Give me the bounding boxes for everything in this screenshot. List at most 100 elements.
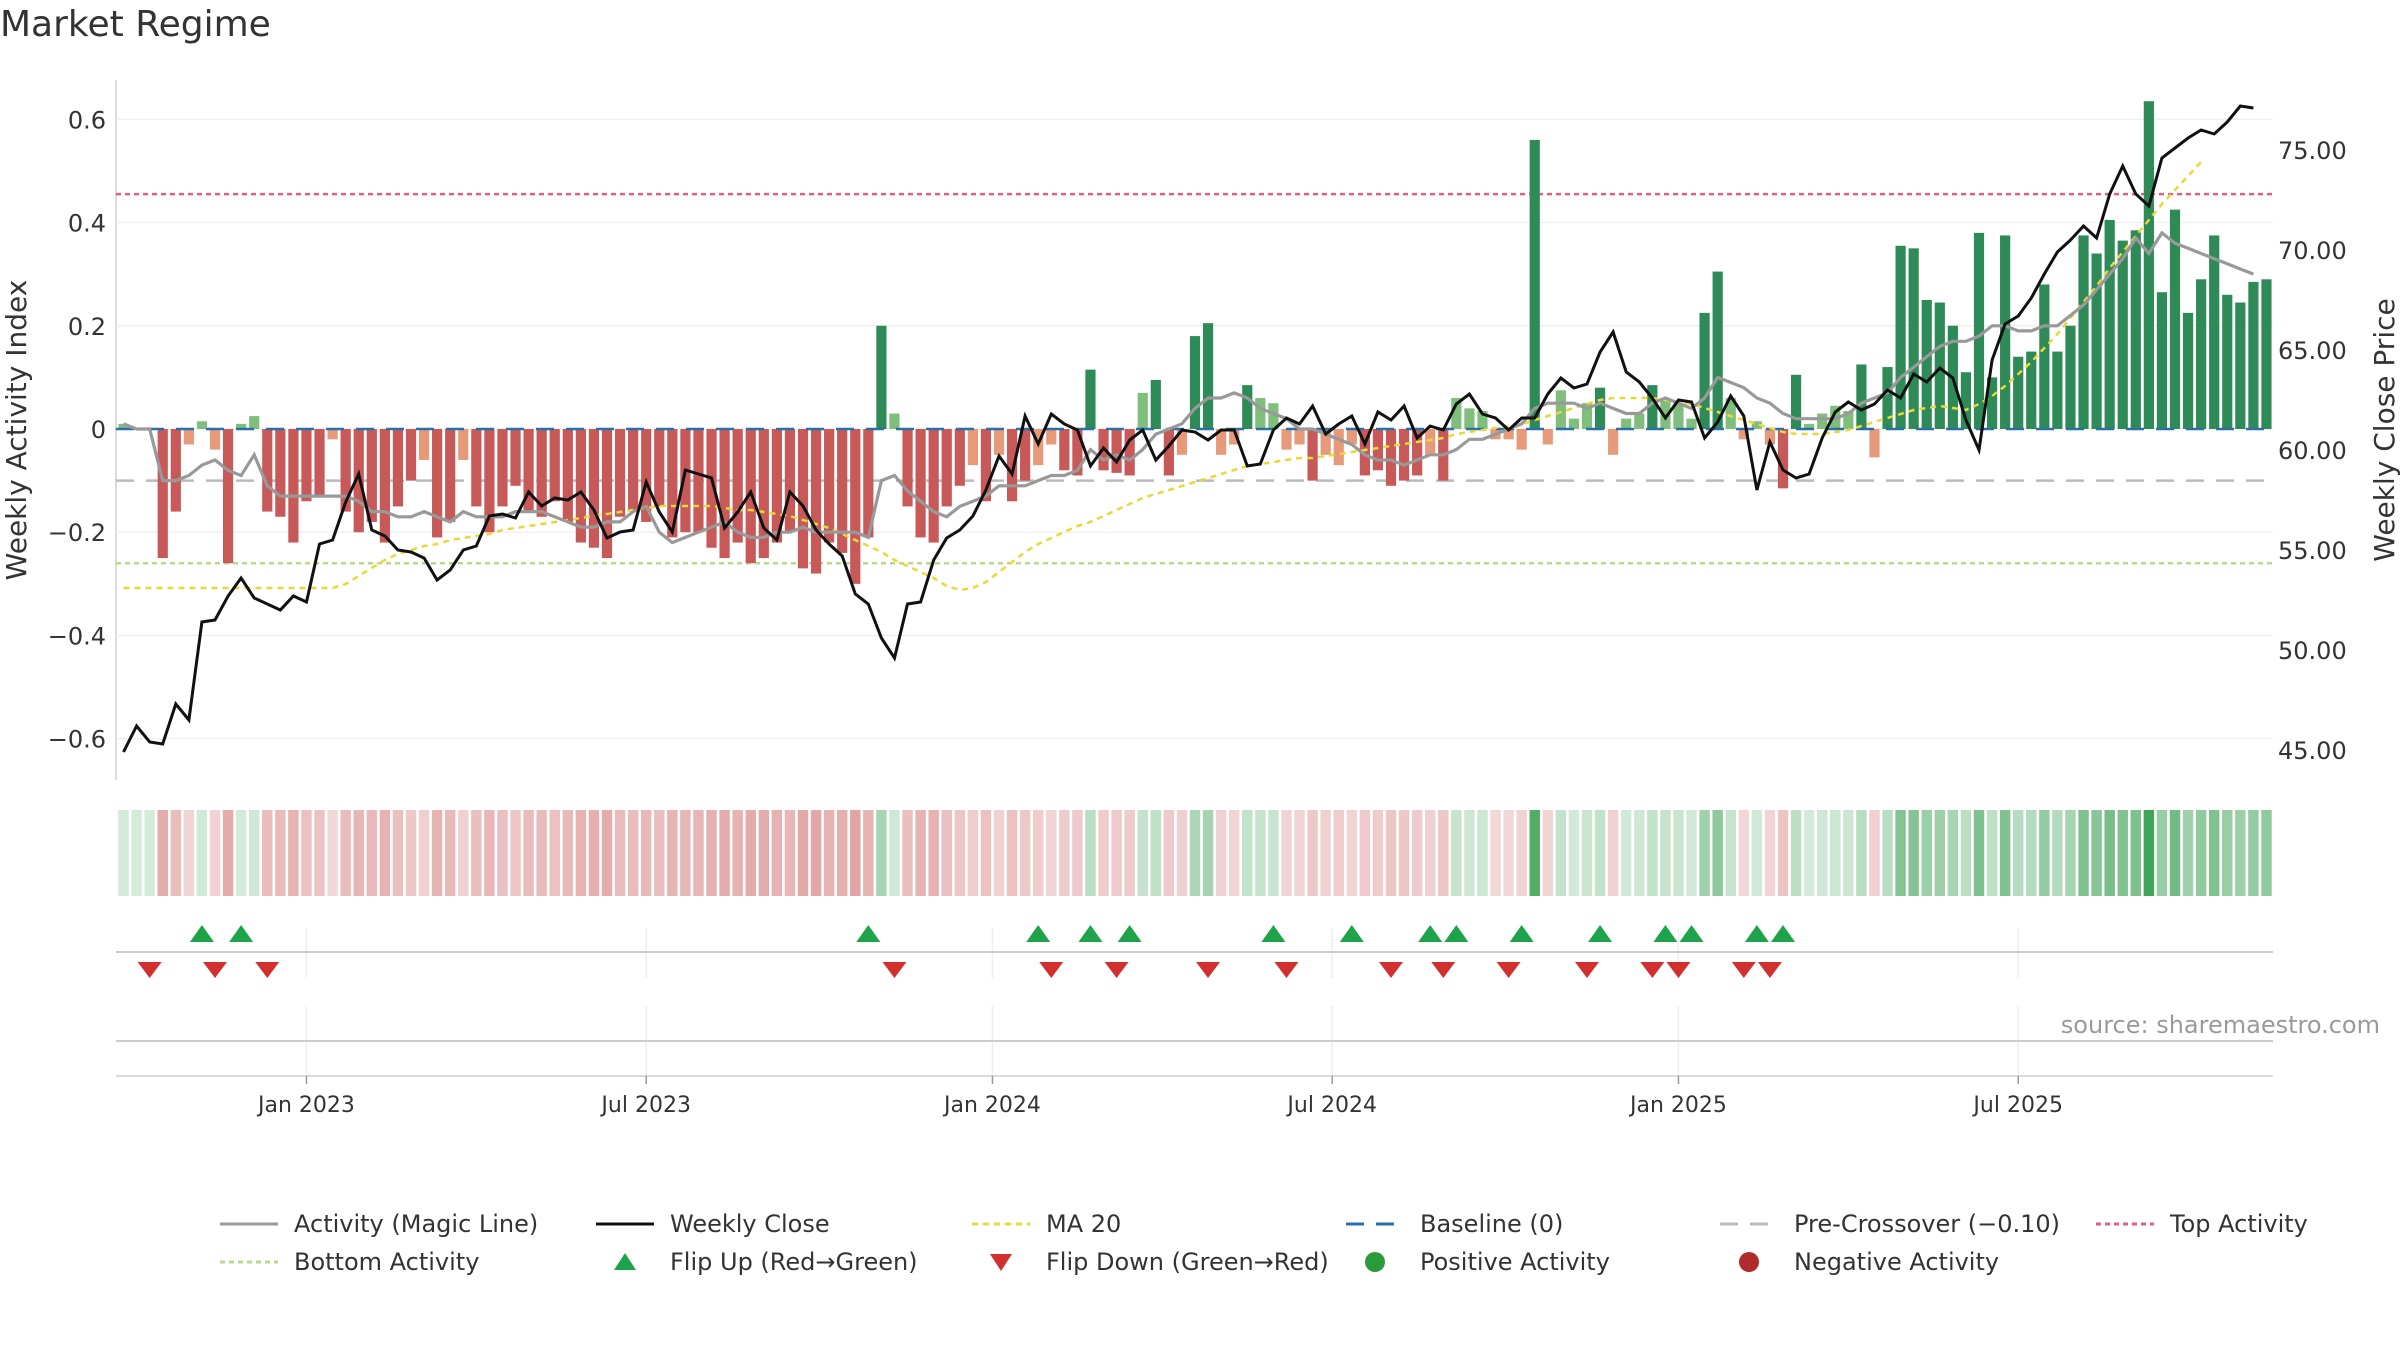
flip-down-marker — [1731, 962, 1756, 978]
regime-strip-cell — [1921, 810, 1932, 896]
magic-line — [122, 230, 2254, 545]
activity-bar — [1804, 423, 1815, 429]
flip-down-marker — [1640, 962, 1665, 978]
activity-bar — [1412, 429, 1423, 476]
activity-bar — [784, 429, 796, 533]
legend-swatch-baseline — [1346, 1222, 1404, 1226]
activity-bar — [275, 429, 286, 517]
activity-bar — [1320, 429, 1331, 455]
activity-bar — [824, 429, 835, 543]
activity-bar — [118, 423, 129, 429]
x-tick-label: Jul 2025 — [1971, 1093, 2063, 1118]
regime-strip-cell — [1451, 810, 1462, 896]
regime-strip-cell — [1607, 810, 1619, 896]
activity-bar — [1281, 429, 1292, 450]
regime-strip-cell — [1359, 810, 1371, 896]
regime-strip-cell — [1660, 810, 1671, 896]
activity-bar — [1699, 312, 1710, 429]
regime-strip-cell — [444, 810, 456, 896]
regime-strip-cell — [732, 810, 743, 896]
regime-strip-cell — [1424, 810, 1436, 896]
y-left-tick-label: 0 — [91, 416, 106, 444]
regime-strip-cell — [510, 810, 521, 896]
legend-item-close: Weekly Close — [594, 1205, 830, 1243]
activity-bar — [928, 429, 939, 543]
regime-strip-cell — [2039, 810, 2050, 896]
regime-strip-cell — [1059, 810, 1070, 896]
regime-strip-cell — [262, 810, 273, 896]
legend-item-magic: Activity (Magic Line) — [218, 1205, 538, 1243]
regime-strip-cell — [1555, 810, 1567, 896]
activity-bar — [1660, 398, 1671, 429]
flip-down-marker — [1575, 962, 1599, 978]
activity-bar — [1189, 336, 1201, 429]
y-right-tick-label: 50.00 — [2278, 637, 2347, 665]
y-right-tick-label: 65.00 — [2278, 337, 2347, 365]
activity-bar — [1046, 429, 1057, 445]
regime-strip-cell — [2208, 810, 2220, 896]
regime-strip-cell — [2104, 810, 2115, 896]
activity-bar — [693, 429, 704, 533]
legend-label-flip-down: Flip Down (Green→Red) — [1046, 1248, 1329, 1276]
regime-strip-cell — [2143, 810, 2155, 896]
activity-bar — [1059, 429, 1070, 471]
flip-down-marker — [1431, 962, 1456, 978]
regime-strip-cell — [1268, 810, 1279, 896]
flip-up-marker — [1117, 925, 1142, 942]
activity-bar — [157, 429, 168, 559]
y-left-tick-label: 0.6 — [68, 106, 106, 134]
regime-strip-cell — [1725, 810, 1736, 896]
activity-bar — [183, 429, 194, 445]
activity-bar — [2091, 253, 2102, 429]
flip-up-marker — [1679, 925, 1704, 942]
legend-swatch-magic — [220, 1222, 278, 1226]
regime-strip-cell — [928, 810, 939, 896]
activity-bar — [340, 429, 351, 512]
regime-strip-cell — [693, 810, 704, 896]
legend-swatch-ma — [972, 1222, 1030, 1226]
activity-bar — [549, 429, 560, 502]
activity-bar — [1268, 403, 1279, 429]
regime-strip-cell — [745, 810, 756, 896]
regime-strip-cell — [1830, 810, 1841, 896]
activity-bar — [941, 429, 952, 507]
legend-swatch-top — [2096, 1222, 2154, 1226]
regime-strip-cell — [980, 810, 992, 896]
regime-strip-cell — [1150, 810, 1162, 896]
activity-bar — [2117, 240, 2128, 429]
y-right-tick-label: 45.00 — [2278, 737, 2347, 765]
y-left-axis-title: Weekly Activity Index — [0, 280, 33, 581]
activity-bar — [1255, 398, 1266, 429]
activity-bar — [758, 429, 769, 559]
legend-swatch-flip-down — [990, 1254, 1012, 1271]
activity-bar — [1542, 429, 1553, 445]
regime-strip-cell — [2169, 810, 2181, 896]
activity-bar — [2261, 279, 2272, 429]
activity-bar — [1647, 385, 1658, 429]
activity-bar — [432, 429, 443, 538]
activity-bar — [2026, 351, 2037, 429]
regime-strip-cell — [1098, 810, 1109, 896]
activity-bar — [588, 429, 600, 548]
activity-bar — [1882, 367, 1893, 429]
flip-down-marker — [255, 962, 280, 978]
activity-bar — [680, 429, 691, 533]
regime-strip-cell — [562, 810, 574, 896]
activity-bar — [1359, 429, 1370, 476]
activity-bar — [915, 429, 926, 538]
activity-bar — [1817, 413, 1828, 429]
activity-bar — [1398, 429, 1410, 481]
regime-strip-cell — [1529, 810, 1540, 896]
activity-bar — [1477, 410, 1488, 429]
ma20-line — [123, 161, 2203, 592]
legend-item-ma: MA 20 — [970, 1205, 1121, 1243]
activity-bar — [1216, 429, 1227, 455]
activity-bar — [471, 429, 482, 507]
legend: Activity (Magic Line) Weekly Close MA 20… — [218, 1205, 2378, 1281]
regime-strip-cell — [144, 810, 155, 896]
regime-strip-cell — [2012, 810, 2024, 896]
flip-up-marker — [1026, 925, 1051, 942]
regime-strip-cell — [1973, 810, 1985, 896]
regime-strip-cell — [614, 810, 626, 896]
activity-bar — [654, 429, 665, 507]
